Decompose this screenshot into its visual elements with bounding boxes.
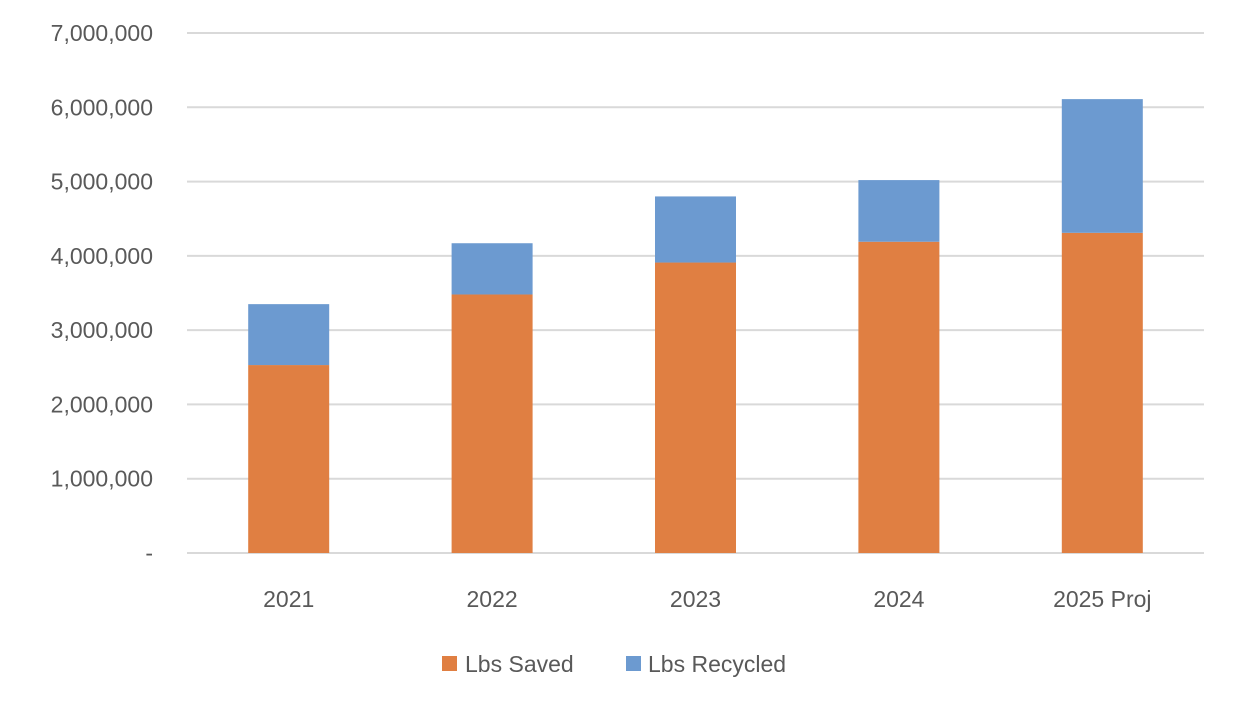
y-tick-label: 6,000,000 (51, 94, 153, 120)
bar-lbs-recycled-2022 (451, 243, 533, 295)
x-tick-label: 2025 Proj (1053, 586, 1151, 612)
x-tick-label: 2021 (263, 586, 314, 612)
y-tick-label: 5,000,000 (51, 169, 153, 195)
x-tick-label: 2022 (467, 586, 518, 612)
bar-lbs-recycled-2025-proj (1061, 99, 1143, 233)
bar-lbs-saved-2025-proj (1061, 232, 1143, 554)
x-tick-label: 2023 (670, 586, 721, 612)
bar-lbs-recycled-2024 (858, 180, 940, 242)
bar-lbs-saved-2022 (451, 294, 533, 553)
bar-lbs-recycled-2021 (248, 304, 330, 366)
legend-item-lbs-saved: Lbs Saved (442, 651, 574, 677)
bars (248, 99, 1143, 554)
y-tick-label: 3,000,000 (51, 317, 153, 343)
bar-lbs-saved-2023 (655, 262, 736, 553)
legend-label: Lbs Saved (465, 651, 574, 677)
bar-lbs-recycled-2023 (655, 196, 736, 263)
y-axis-tick-labels: - 1,000,000 2,000,000 3,000,000 4,000,000 5,0… (51, 20, 153, 566)
y-tick-label: 2,000,000 (51, 391, 153, 417)
legend-swatch (626, 656, 641, 671)
legend-swatch (442, 656, 457, 671)
legend: Lbs Saved Lbs Recycled (442, 651, 786, 677)
y-tick-label: 1,000,000 (51, 466, 153, 492)
x-tick-label: 2024 (873, 586, 924, 612)
legend-item-lbs-recycled: Lbs Recycled (626, 651, 786, 677)
y-tick-label: - (145, 540, 153, 566)
y-tick-label: 7,000,000 (51, 20, 153, 46)
bar-lbs-saved-2024 (858, 241, 940, 553)
x-axis-tick-labels: 2021 2022 2023 2024 2025 Proj (263, 586, 1151, 612)
legend-label: Lbs Recycled (648, 651, 786, 677)
y-tick-label: 4,000,000 (51, 243, 153, 269)
bar-lbs-saved-2021 (248, 365, 330, 553)
